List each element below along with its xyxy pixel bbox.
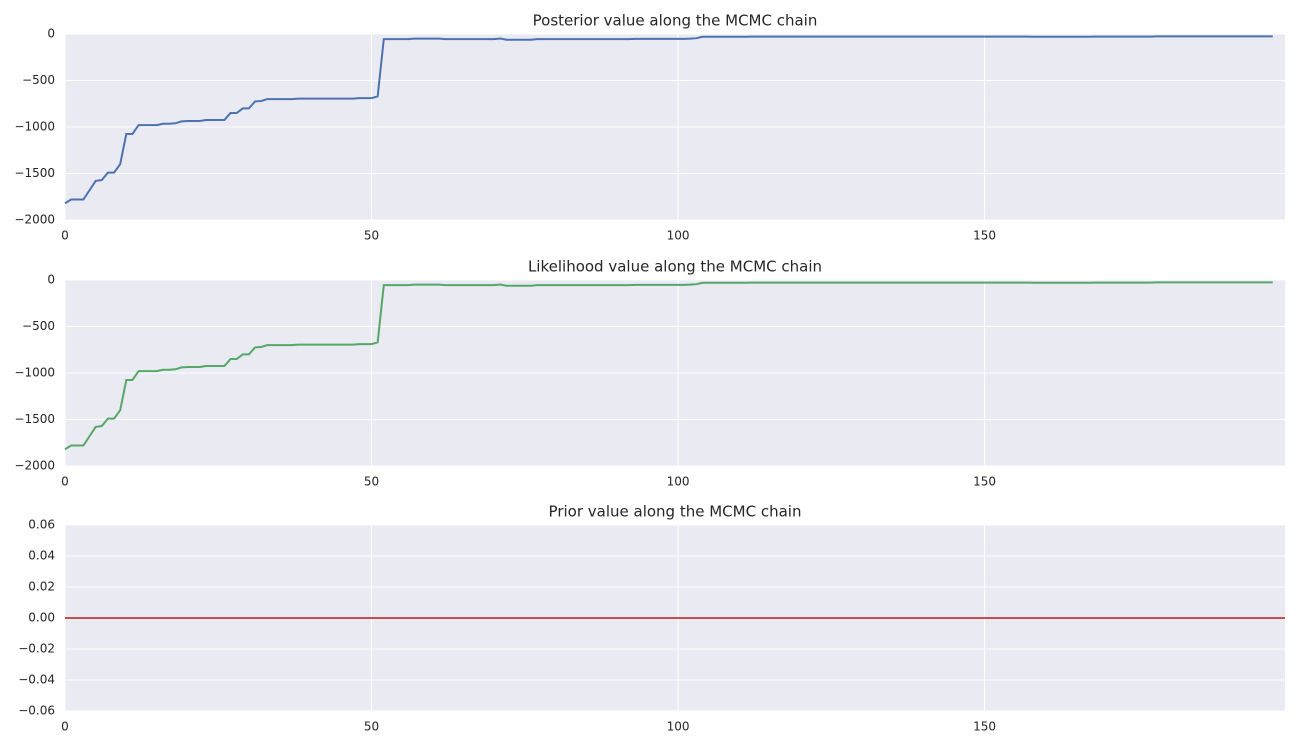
chart-title: Prior value along the MCMC chain bbox=[549, 503, 802, 521]
y-tick-label: −1000 bbox=[14, 120, 55, 134]
y-tick-label: −1500 bbox=[14, 166, 55, 180]
y-tick-label: 0.06 bbox=[28, 518, 55, 532]
y-tick-label: −500 bbox=[22, 73, 55, 87]
x-tick-label: 0 bbox=[61, 229, 69, 243]
y-tick-label: −0.06 bbox=[18, 704, 55, 718]
y-tick-label: −500 bbox=[22, 319, 55, 333]
chart-title: Posterior value along the MCMC chain bbox=[533, 12, 818, 30]
y-tick-label: 0 bbox=[47, 27, 55, 41]
x-tick-label: 50 bbox=[364, 720, 379, 734]
series-line bbox=[64, 35, 1273, 205]
y-tick-label: −2000 bbox=[14, 459, 55, 473]
x-tick-label: 100 bbox=[667, 720, 690, 734]
chart-title: Likelihood value along the MCMC chain bbox=[528, 258, 822, 276]
y-tick-label: 0.04 bbox=[28, 549, 55, 563]
y-tick-label: 0.00 bbox=[28, 611, 55, 625]
x-tick-label: 50 bbox=[364, 229, 379, 243]
series-line bbox=[64, 281, 1273, 451]
y-tick-label: 0.02 bbox=[28, 580, 55, 594]
x-tick-label: 100 bbox=[667, 475, 690, 489]
y-tick-label: −1000 bbox=[14, 366, 55, 380]
y-tick-label: −1500 bbox=[14, 412, 55, 426]
x-tick-label: 150 bbox=[973, 720, 996, 734]
x-tick-label: 150 bbox=[973, 475, 996, 489]
y-tick-label: −0.02 bbox=[18, 642, 55, 656]
y-tick-label: 0 bbox=[47, 273, 55, 287]
y-tick-label: −0.04 bbox=[18, 673, 55, 687]
y-tick-label: −2000 bbox=[14, 213, 55, 227]
x-tick-label: 50 bbox=[364, 475, 379, 489]
x-tick-label: 100 bbox=[667, 229, 690, 243]
x-tick-label: 150 bbox=[973, 229, 996, 243]
x-tick-label: 0 bbox=[61, 720, 69, 734]
x-tick-label: 0 bbox=[61, 475, 69, 489]
